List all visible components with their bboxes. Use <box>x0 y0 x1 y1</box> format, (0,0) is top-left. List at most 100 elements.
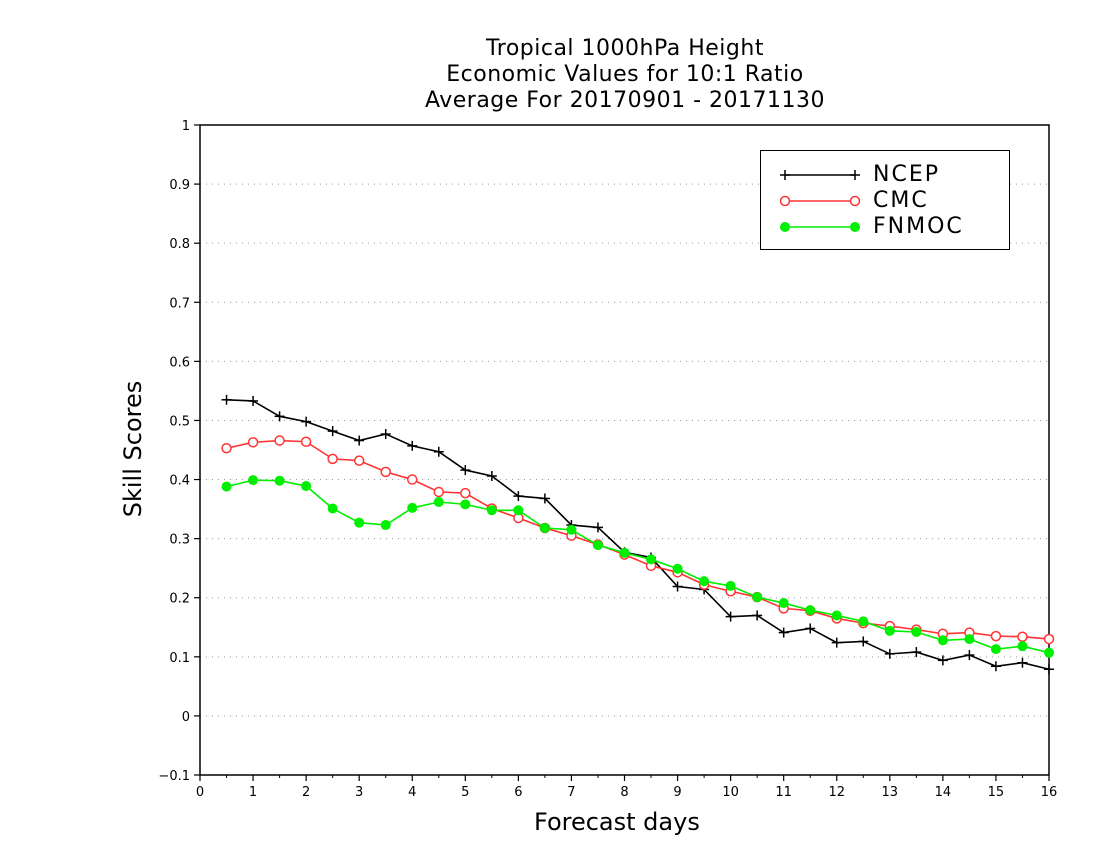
point-cmc-9 <box>460 487 471 499</box>
point-fnmoc-9 <box>460 499 471 510</box>
point-ncep-24 <box>858 636 869 647</box>
point-fnmoc-17 <box>672 563 683 574</box>
x-tick-label-10: 10 <box>722 785 739 800</box>
point-ncep-17 <box>672 581 683 592</box>
series-line-ncep <box>226 398 1050 671</box>
point-fnmoc-1 <box>248 475 259 486</box>
point-cmc-29 <box>990 630 1002 642</box>
y-tick-label-11: 1 <box>182 119 190 134</box>
x-tick-label-11: 11 <box>775 785 792 800</box>
y-tick-label-4: 0.3 <box>169 533 190 548</box>
x-tick-label-14: 14 <box>935 785 952 800</box>
legend-item-fnmoc: FNMOC <box>761 214 1009 240</box>
legend-swatch-cmc <box>779 195 861 207</box>
legend-label-fnmoc: FNMOC <box>873 214 964 239</box>
series-line-fnmoc <box>226 479 1050 654</box>
point-fnmoc-6 <box>380 520 391 531</box>
x-tick-label-9: 9 <box>673 785 681 800</box>
point-fnmoc-31 <box>1044 647 1054 658</box>
legend-label-cmc: CMC <box>873 188 929 213</box>
y-tick-label-1: 0 <box>182 710 190 725</box>
y-tick-label-7: 0.6 <box>169 355 190 370</box>
series-line-cmc <box>226 439 1050 640</box>
point-fnmoc-3 <box>301 481 312 492</box>
x-tick-label-8: 8 <box>620 785 628 800</box>
point-ncep-5 <box>354 435 365 446</box>
point-fnmoc-11 <box>513 505 524 516</box>
point-cmc-31 <box>1043 633 1055 645</box>
point-ncep-26 <box>911 647 922 658</box>
point-fnmoc-22 <box>805 605 816 616</box>
point-ncep-1 <box>248 395 259 406</box>
point-fnmoc-10 <box>486 505 497 516</box>
point-ncep-31 <box>1044 664 1054 675</box>
point-fnmoc-7 <box>407 502 418 513</box>
y-tick-label-9: 0.8 <box>169 237 190 252</box>
point-fnmoc-26 <box>911 627 922 637</box>
legend-swatch-fnmoc <box>780 222 860 232</box>
point-fnmoc-15 <box>619 547 630 558</box>
point-cmc-2 <box>274 435 285 446</box>
point-fnmoc-28 <box>964 634 975 645</box>
point-cmc-3 <box>300 436 312 447</box>
point-ncep-28 <box>964 650 975 661</box>
point-fnmoc-12 <box>539 523 550 533</box>
point-ncep-30 <box>1017 657 1028 668</box>
point-ncep-8 <box>433 446 444 457</box>
point-fnmoc-25 <box>884 625 895 636</box>
point-fnmoc-21 <box>778 598 789 609</box>
y-tick-label-2: 0.1 <box>169 651 190 666</box>
y-tick-label-10: 0.9 <box>169 178 190 193</box>
chart-title-line-3: Average For 20170901 - 20171130 <box>424 88 826 113</box>
point-ncep-25 <box>884 648 895 659</box>
x-tick-label-15: 15 <box>988 785 1005 800</box>
point-fnmoc-20 <box>752 592 763 603</box>
point-fnmoc-18 <box>699 576 710 587</box>
x-axis-label: Forecast days <box>534 808 700 836</box>
y-axis-label: Skill Scores <box>119 380 147 518</box>
point-fnmoc-27 <box>937 635 948 646</box>
point-ncep-10 <box>486 471 497 481</box>
point-ncep-3 <box>301 416 312 427</box>
point-ncep-6 <box>380 429 391 440</box>
point-ncep-19 <box>725 611 736 622</box>
point-cmc-0 <box>221 442 232 454</box>
point-ncep-27 <box>937 655 948 666</box>
point-fnmoc-2 <box>274 475 285 486</box>
point-fnmoc-4 <box>327 503 338 514</box>
legend-label-ncep: NCEP <box>873 162 940 187</box>
x-tick-label-13: 13 <box>882 785 899 800</box>
y-tick-label-6: 0.5 <box>169 414 190 429</box>
point-fnmoc-14 <box>592 540 603 551</box>
point-cmc-4 <box>327 453 338 465</box>
point-fnmoc-19 <box>725 580 736 591</box>
point-fnmoc-8 <box>433 497 444 507</box>
y-tick-label-8: 0.7 <box>169 296 190 311</box>
x-tick-label-0: 0 <box>196 785 204 800</box>
point-cmc-7 <box>407 474 418 485</box>
point-fnmoc-16 <box>646 554 657 565</box>
point-fnmoc-5 <box>354 517 365 528</box>
x-tick-label-7: 7 <box>567 785 575 800</box>
point-ncep-21 <box>778 627 789 638</box>
point-fnmoc-13 <box>566 524 577 535</box>
point-fnmoc-0 <box>221 481 232 492</box>
point-fnmoc-30 <box>1017 641 1028 652</box>
point-ncep-9 <box>460 465 471 476</box>
chart-title-line-2: Economic Values for 10:1 Ratio <box>446 62 804 87</box>
point-cmc-1 <box>247 437 259 448</box>
point-ncep-0 <box>221 394 232 405</box>
point-ncep-14 <box>592 522 603 533</box>
y-tick-label-3: 0.2 <box>169 592 190 607</box>
point-ncep-23 <box>831 637 842 648</box>
x-tick-label-6: 6 <box>514 785 522 800</box>
point-ncep-22 <box>805 623 816 634</box>
chart-title-line-1: Tropical 1000hPa Height <box>486 36 764 61</box>
point-ncep-7 <box>407 440 418 451</box>
point-cmc-8 <box>433 486 445 498</box>
point-cmc-6 <box>380 466 391 478</box>
point-cmc-5 <box>353 455 365 466</box>
x-tick-label-5: 5 <box>461 785 469 800</box>
point-ncep-29 <box>990 661 1001 672</box>
